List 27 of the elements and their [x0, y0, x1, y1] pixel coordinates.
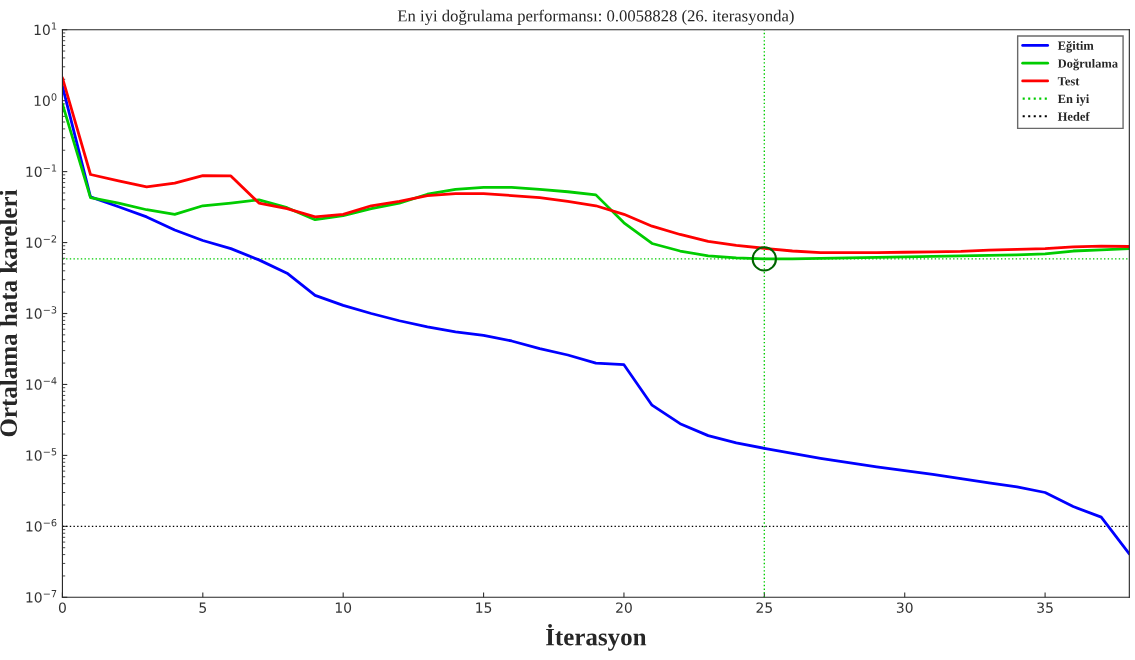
y-tick-label: 10$^{0}$	[34, 93, 57, 107]
y-tick-label: 10$^{−7}$	[26, 590, 57, 603]
y-axis-title: Ortalama hata kareleri	[0, 189, 18, 437]
legend-label: Test	[1057, 77, 1080, 86]
x-tick-label: 15	[476, 602, 492, 613]
y-tick-label: 10$^{−1}$	[26, 164, 57, 177]
y-tick-label: 10$^{−5}$	[26, 448, 57, 461]
legend-label: En iyi	[1057, 94, 1090, 106]
x-tick-label: 10	[335, 602, 352, 613]
y-tick-label: 10$^{−3}$	[26, 306, 57, 319]
y-tick-label: 10$^{1}$	[34, 22, 57, 36]
x-tick-label: 0	[58, 602, 66, 613]
chart-title: En iyi doğrulama performansı: 0.0058828 (26. iterasyonda)	[397, 9, 794, 25]
x-tick-label: 35	[1037, 602, 1053, 613]
y-tick-label: 10$^{−4}$	[26, 377, 57, 390]
line-series	[62, 84, 1130, 556]
y-tick-label: 10$^{−2}$	[26, 235, 57, 248]
x-axis-title: İterasyon	[546, 623, 647, 651]
x-tick-label: 20	[616, 602, 632, 613]
x-tick-label: 25	[756, 602, 772, 613]
legend-label: Hedef	[1057, 111, 1090, 121]
x-tick-label: 30	[896, 602, 913, 613]
legend-label: Eğitim	[1057, 40, 1094, 53]
legend-label: Doğrulama	[1057, 58, 1118, 71]
line-series	[62, 76, 1130, 255]
y-tick-label: 10$^{−6}$	[26, 518, 57, 532]
x-tick-label: 5	[199, 602, 207, 613]
